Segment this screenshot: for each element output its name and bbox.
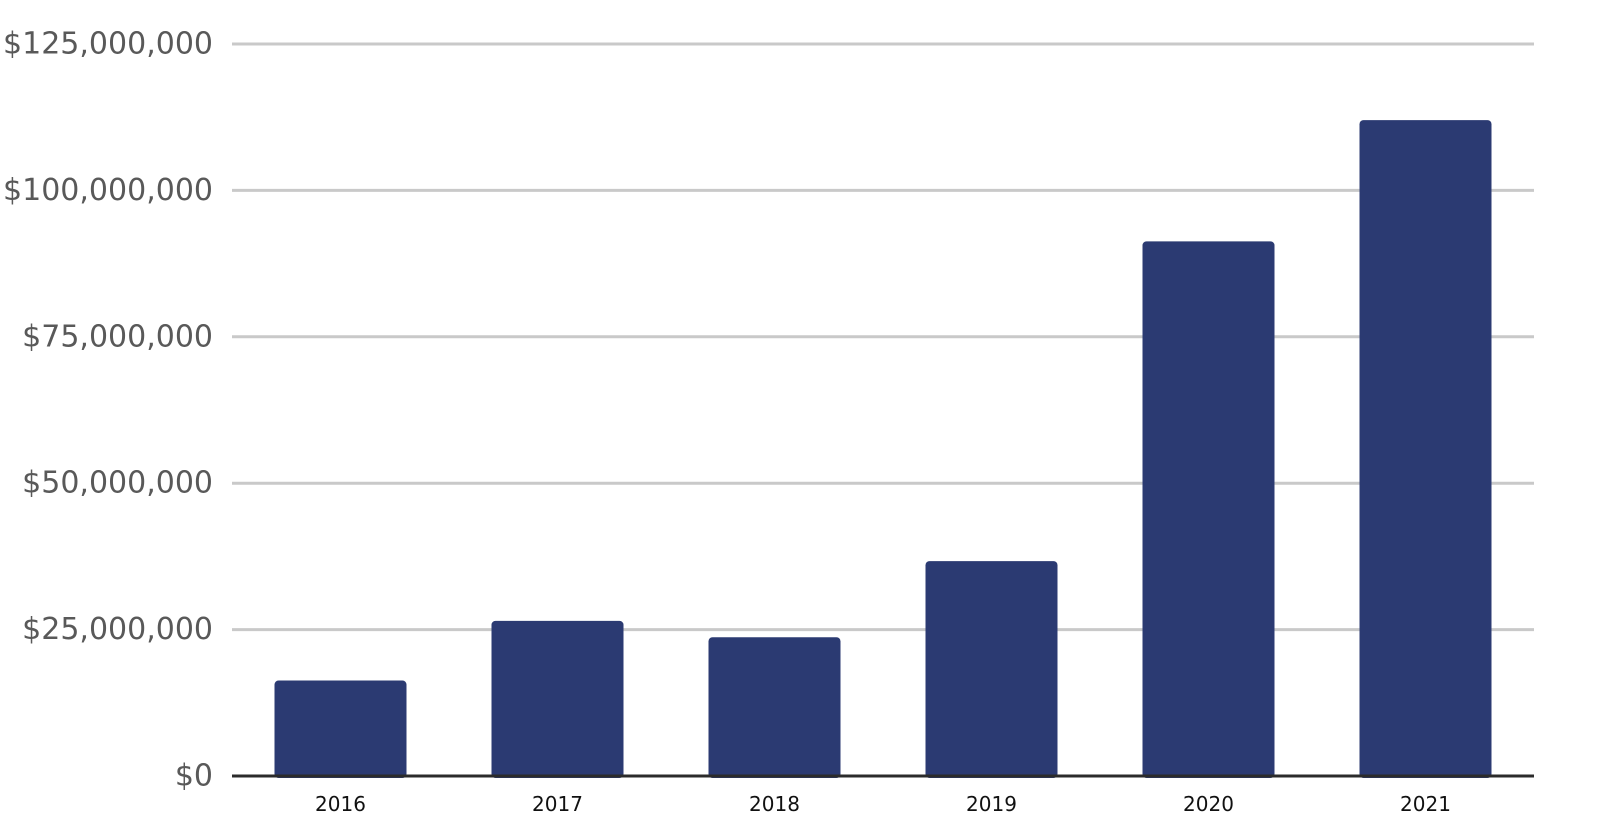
x-axis-tick-labels: 2016 2017 2018 2019 2020 2021 [315,792,1451,816]
bar-2019 [925,561,1058,778]
bar-2017 [491,620,624,778]
y-tick-label: $75,000,000 [22,319,213,354]
y-tick-label: $125,000,000 [3,27,213,62]
bars [274,120,1492,779]
bar-2020 [1142,241,1275,779]
x-tick-label-2021: 2021 [1400,792,1451,816]
x-tick-label-2018: 2018 [749,792,800,816]
x-tick-label-2017: 2017 [532,792,583,816]
y-tick-label: $0 [175,759,213,794]
y-tick-label: $50,000,000 [22,466,213,501]
bar-2018 [708,637,841,778]
bar-2016 [274,680,407,778]
x-tick-label-2016: 2016 [315,792,366,816]
y-axis-tick-labels: $0 $25,000,000 $50,000,000 $75,000,000 $100,… [3,27,213,794]
y-tick-label: $25,000,000 [22,612,213,647]
x-tick-label-2019: 2019 [966,792,1017,816]
gridlines [232,42,1534,632]
x-tick-label-2020: 2020 [1183,792,1234,816]
y-tick-label: $100,000,000 [3,173,213,208]
bar-2021 [1359,120,1492,779]
